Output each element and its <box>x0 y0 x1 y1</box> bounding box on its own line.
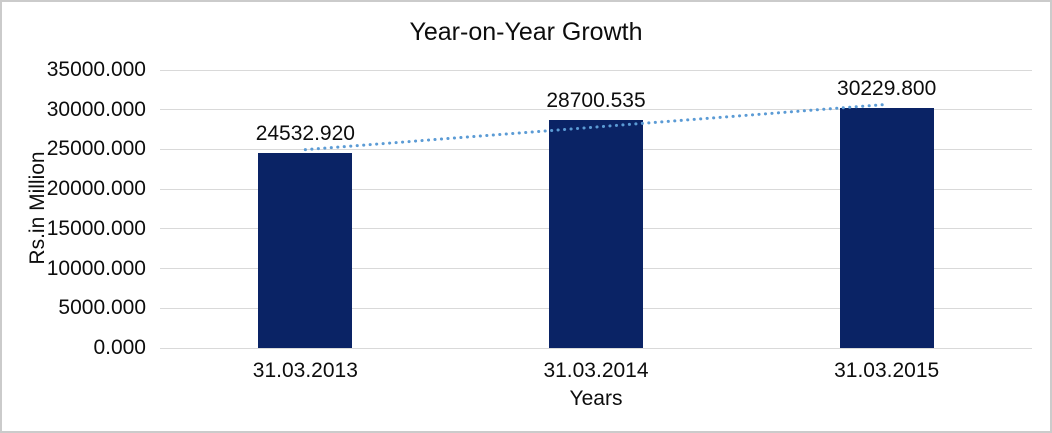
gridline <box>160 347 1032 349</box>
bar <box>549 120 643 348</box>
x-tick-label: 31.03.2013 <box>252 359 358 382</box>
y-tick-label: 20000.000 <box>46 177 146 201</box>
chart-title: Year-on-Year Growth <box>409 18 643 46</box>
y-axis-title: Rs.in Million <box>26 151 49 265</box>
data-label: 24532.920 <box>255 122 355 146</box>
x-axis-title: Years <box>569 387 623 410</box>
gridline <box>160 69 1032 71</box>
y-tick-label: 0.000 <box>93 336 146 359</box>
x-tick-label: 31.03.2015 <box>834 359 940 382</box>
y-tick-label: 30000.000 <box>46 97 146 121</box>
y-tick-label: 35000.000 <box>46 58 146 81</box>
data-label: 28700.535 <box>546 89 646 113</box>
y-tick-label: 15000.000 <box>46 216 146 240</box>
data-label: 30229.800 <box>837 76 937 100</box>
x-tick-label: 31.03.2014 <box>543 359 649 382</box>
y-tick-label: 5000.000 <box>58 296 146 320</box>
bar <box>258 153 353 348</box>
y-tick-label: 25000.000 <box>46 137 146 161</box>
y-tick-label: 10000.000 <box>46 256 146 280</box>
bar <box>839 107 934 348</box>
